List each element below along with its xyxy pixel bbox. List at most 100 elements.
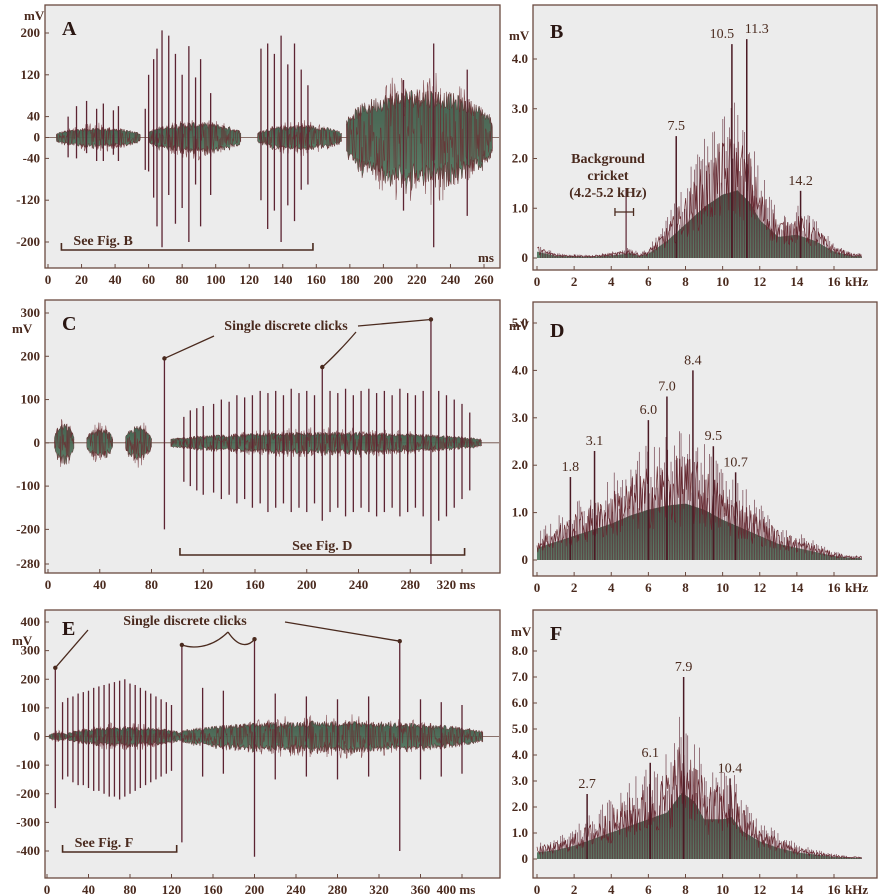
oscillation-trace bbox=[257, 120, 342, 157]
y-tick-label: 200 bbox=[21, 25, 41, 40]
y-tick-label: 2.0 bbox=[512, 799, 528, 814]
y-tick-label: 200 bbox=[21, 348, 41, 363]
peak-label: 7.0 bbox=[658, 379, 676, 394]
bracket-label: See Fig. B bbox=[73, 234, 132, 249]
x-tick-label: 160 bbox=[307, 272, 327, 287]
y-tick-label: 300 bbox=[21, 643, 41, 658]
plot-area bbox=[46, 30, 499, 248]
bracket bbox=[60, 243, 314, 251]
y-tick-label: 8.0 bbox=[512, 643, 528, 658]
x-tick-label: 16 bbox=[828, 580, 842, 595]
x-tick-label: 40 bbox=[93, 577, 106, 592]
x-tick-label: 80 bbox=[176, 272, 189, 287]
y-tick-label: -120 bbox=[16, 192, 40, 207]
x-tick-label: 120 bbox=[194, 577, 214, 592]
x-tick-label: 0 bbox=[534, 274, 541, 289]
y-unit: mV bbox=[12, 321, 33, 336]
y-tick-label: 400 bbox=[21, 614, 41, 629]
y-tick-label: 1.0 bbox=[512, 825, 528, 840]
panel-c: 300 200 100 0 -100 -200 -280 0 40 80 120 160 200 240 2… bbox=[12, 299, 501, 592]
x-tick-label: 4 bbox=[608, 882, 615, 895]
x-tick-label: 12 bbox=[753, 274, 766, 289]
click-arrow bbox=[54, 629, 89, 669]
y-tick-label: -300 bbox=[16, 814, 40, 829]
peak-label: 11.3 bbox=[745, 22, 769, 37]
x-tick-label: 6 bbox=[645, 274, 652, 289]
y-tick-label: -200 bbox=[16, 786, 40, 801]
x-tick-label: 0 bbox=[534, 580, 541, 595]
x-tick-label: 4 bbox=[608, 580, 615, 595]
background-cricket-label: cricket bbox=[587, 169, 629, 184]
x-tick-label: 8 bbox=[682, 274, 689, 289]
oscillation-trace bbox=[170, 427, 482, 459]
frequency-range-bracket bbox=[614, 208, 635, 216]
bracket bbox=[61, 845, 178, 853]
x-tick-label: 8 bbox=[682, 882, 689, 895]
click-arrow bbox=[164, 335, 215, 360]
oscillation-trace bbox=[54, 419, 75, 467]
y-unit: mV bbox=[12, 633, 33, 648]
panel-d: 0 1.0 2.0 3.0 4.0 5.0 0 2 4 6 8 10 12 14 16 mV kHz D 1.8 3.… bbox=[509, 301, 878, 595]
plot-area bbox=[536, 677, 862, 859]
background-cricket-label: Background bbox=[571, 152, 645, 167]
y-tick-label: 0 bbox=[522, 851, 529, 866]
arrow-head bbox=[252, 636, 257, 642]
panel-letter: E bbox=[62, 618, 75, 640]
x-tick-label: 360 bbox=[411, 882, 431, 895]
arrow-head bbox=[397, 638, 402, 644]
panel-a: 200 120 40 0 -40 -120 -200 0 20 40 60 80 100 120 140 16… bbox=[16, 4, 501, 287]
panel-letter: A bbox=[62, 18, 77, 40]
peak-label: 8.4 bbox=[684, 353, 702, 368]
x-tick-label: 2 bbox=[571, 274, 578, 289]
x-tick-label: 120 bbox=[239, 272, 259, 287]
peak-label: 10.7 bbox=[723, 455, 748, 470]
peak-label: 6.0 bbox=[640, 403, 658, 418]
x-tick-label: 100 bbox=[206, 272, 226, 287]
clicks-label: Single discrete clicks bbox=[123, 614, 247, 629]
peak-label: 7.9 bbox=[675, 660, 693, 675]
peak-label: 9.5 bbox=[705, 429, 723, 444]
x-tick-label: 240 bbox=[349, 577, 369, 592]
oscillation-trace bbox=[56, 122, 141, 152]
y-tick-label: 120 bbox=[21, 67, 41, 82]
y-tick-label: 0 bbox=[34, 729, 41, 744]
x-tick-label: 120 bbox=[162, 882, 182, 895]
background-cricket-label: (4.2-5.2 kHz) bbox=[569, 186, 647, 201]
y-tick-label: 6.0 bbox=[512, 695, 528, 710]
y-tick-label: 100 bbox=[21, 392, 41, 407]
peak-label: 2.7 bbox=[578, 777, 596, 792]
panel-letter: F bbox=[550, 623, 562, 645]
y-tick-label: 4.0 bbox=[512, 362, 528, 377]
x-tick-label: 4 bbox=[608, 274, 615, 289]
arrow-head bbox=[53, 665, 58, 670]
x-tick-label: 2 bbox=[571, 580, 578, 595]
bracket-label: See Fig. D bbox=[292, 539, 352, 554]
x-tick-label: 8 bbox=[682, 580, 689, 595]
x-tick-label: 220 bbox=[407, 272, 427, 287]
oscillation-trace bbox=[346, 72, 493, 205]
peak-label: 7.5 bbox=[667, 119, 685, 134]
x-tick-label: 280 bbox=[328, 882, 348, 895]
y-tick-label: 2.0 bbox=[512, 151, 528, 166]
y-tick-label: -400 bbox=[16, 843, 40, 858]
panel-letter: D bbox=[550, 320, 564, 342]
plot-area bbox=[46, 317, 499, 564]
x-tick-label: 20 bbox=[75, 272, 88, 287]
click-arrow bbox=[321, 331, 357, 368]
bracket bbox=[179, 548, 466, 556]
y-tick-label: 5.0 bbox=[512, 315, 528, 330]
y-tick-label: 0 bbox=[34, 435, 41, 450]
x-tick-label: 160 bbox=[203, 882, 223, 895]
oscillation-trace bbox=[125, 422, 152, 468]
x-tick-label: 14 bbox=[790, 274, 804, 289]
x-tick-label: 320 bbox=[369, 882, 389, 895]
bracket-label: See Fig. F bbox=[75, 836, 134, 851]
plot-area bbox=[46, 639, 499, 857]
x-tick-label: 10 bbox=[716, 882, 729, 895]
x-tick-label: 40 bbox=[109, 272, 122, 287]
y-tick-label: 200 bbox=[21, 671, 41, 686]
x-tick-label: 240 bbox=[441, 272, 461, 287]
x-tick-label: 10 bbox=[716, 274, 729, 289]
clicks-label: Single discrete clicks bbox=[224, 319, 348, 334]
